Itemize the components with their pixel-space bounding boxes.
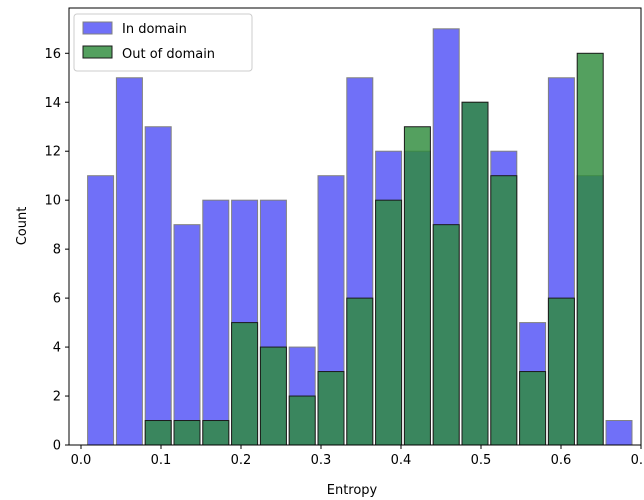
bar-out-of-domain bbox=[490, 175, 518, 446]
legend-swatch-out-of-domain bbox=[82, 45, 113, 59]
y-axis-label: Count bbox=[15, 207, 30, 246]
bars-layer bbox=[87, 28, 633, 446]
bar-out-of-domain bbox=[259, 346, 287, 446]
legend-label-in-domain: In domain bbox=[122, 22, 187, 37]
bar-out-of-domain bbox=[346, 297, 374, 446]
y-tick-label: 2 bbox=[53, 390, 61, 405]
y-tick-label: 12 bbox=[44, 145, 61, 160]
y-tick-label: 14 bbox=[44, 96, 61, 111]
bar-out-of-domain bbox=[173, 420, 201, 446]
y-tick-label: 10 bbox=[44, 194, 61, 209]
bar-out-of-domain bbox=[317, 371, 345, 446]
bar-out-of-domain bbox=[288, 395, 316, 446]
bar-out-of-domain bbox=[375, 199, 403, 446]
legend-swatch-in-domain bbox=[82, 21, 113, 35]
bar-in-domain bbox=[144, 126, 172, 446]
bar-out-of-domain bbox=[547, 297, 575, 446]
y-tick-label: 16 bbox=[44, 47, 61, 62]
x-tick-label: 0.4 bbox=[391, 453, 412, 468]
y-tick-label: 0 bbox=[53, 439, 61, 454]
y-tick-label: 6 bbox=[53, 292, 61, 307]
bar-in-domain bbox=[115, 77, 143, 446]
legend-label-out-of-domain: Out of domain bbox=[122, 47, 215, 62]
x-tick-label: 0.7 bbox=[631, 453, 644, 468]
y-tick-label: 4 bbox=[53, 341, 61, 356]
legend-frame bbox=[73, 13, 253, 72]
bar-out-of-domain bbox=[403, 126, 431, 446]
x-axis-label: Entropy bbox=[327, 483, 378, 498]
x-tick-label: 0.2 bbox=[231, 453, 252, 468]
bar-out-of-domain bbox=[519, 371, 547, 446]
axes-layer bbox=[68, 7, 642, 446]
bar-in-domain bbox=[605, 420, 633, 446]
axes-frame bbox=[68, 7, 642, 446]
bar-in-domain bbox=[202, 199, 230, 446]
legend: In domain Out of domain bbox=[73, 13, 253, 72]
x-tick-label: 0.6 bbox=[551, 453, 572, 468]
ticks-layer: 0.0 0.1 0.2 0.3 0.4 0.5 0.6 0.7 0 2 4 6 8 10 12 14 16 bbox=[44, 47, 644, 468]
bar-in-domain bbox=[87, 175, 115, 446]
bar-in-domain bbox=[173, 224, 201, 446]
bar-out-of-domain bbox=[144, 420, 172, 446]
bar-out-of-domain bbox=[202, 420, 230, 446]
y-tick-label: 8 bbox=[53, 243, 61, 258]
x-tick-label: 0.0 bbox=[71, 453, 92, 468]
bar-out-of-domain bbox=[576, 52, 604, 446]
bar-out-of-domain bbox=[461, 101, 489, 446]
x-tick-label: 0.3 bbox=[311, 453, 332, 468]
bar-out-of-domain bbox=[231, 322, 259, 446]
x-tick-label: 0.5 bbox=[471, 453, 492, 468]
bar-out-of-domain bbox=[432, 224, 460, 446]
x-tick-label: 0.1 bbox=[151, 453, 172, 468]
